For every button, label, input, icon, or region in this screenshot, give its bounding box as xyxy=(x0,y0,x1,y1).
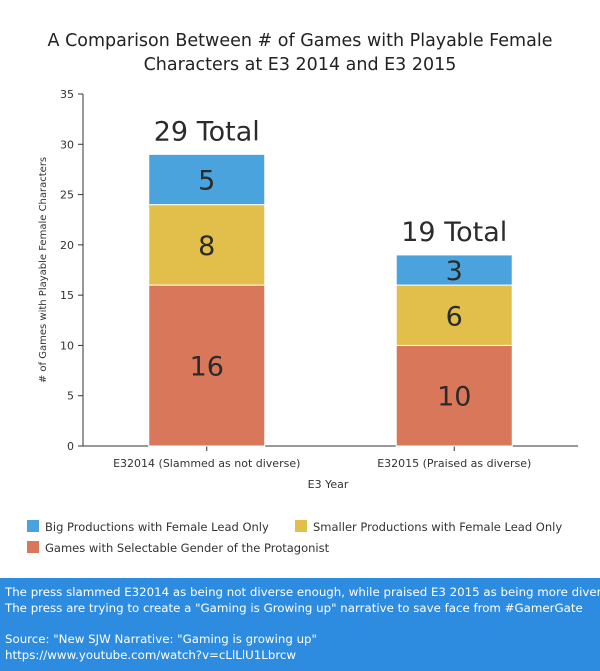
bar-value-label: 16 xyxy=(190,352,224,383)
bar-total-label: 19 Total xyxy=(401,217,507,248)
y-tick-label: 15 xyxy=(60,289,74,302)
legend-label: Smaller Productions with Female Lead Onl… xyxy=(313,520,562,534)
y-tick-label: 25 xyxy=(60,189,74,202)
legend-swatch xyxy=(295,520,307,532)
y-axis: 0 5 10 15 20 25 30 35 xyxy=(60,88,84,453)
x-axis-label: E3 Year xyxy=(308,478,349,491)
x-tick-label: E32014 (Slammed as not diverse) xyxy=(113,457,300,470)
source-line: Source: "New SJW Narrative: "Gaming is g… xyxy=(5,632,317,646)
caption-line-1: The press slammed E32014 as being not di… xyxy=(5,585,600,599)
chart-title: A Comparison Between # of Games with Pla… xyxy=(48,31,553,75)
stacked-bar-chart: A Comparison Between # of Games with Pla… xyxy=(27,31,578,555)
y-tick-label: 35 xyxy=(60,88,74,101)
chart-title-line-1: A Comparison Between # of Games with Pla… xyxy=(48,31,553,51)
bar-value-label: 6 xyxy=(446,301,463,332)
source-url: https://www.youtube.com/watch?v=cLlLlU1L… xyxy=(5,648,297,662)
x-tick-label: E32015 (Praised as diverse) xyxy=(377,457,531,470)
y-axis-label: # of Games with Playable Female Characte… xyxy=(38,157,49,383)
y-tick-label: 20 xyxy=(60,239,74,252)
y-tick-label: 10 xyxy=(60,339,74,352)
bar-value-label: 10 xyxy=(437,382,471,413)
x-axis: E32014 (Slammed as not diverse) E32015 (P… xyxy=(83,445,578,470)
bars: 16 8 5 29 Total 10 6 3 19 Total xyxy=(148,116,513,447)
bar-segment xyxy=(148,284,266,447)
legend-swatch xyxy=(27,541,39,553)
legend-swatch xyxy=(27,520,39,532)
bar-value-label: 3 xyxy=(446,256,463,287)
chart-title-line-2: Characters at E3 2014 and E3 2015 xyxy=(144,55,457,75)
bar-value-label: 8 xyxy=(198,231,215,262)
caption-box: The press slammed E32014 as being not di… xyxy=(0,578,600,671)
bar-segment xyxy=(395,284,513,346)
caption-line-2: The press are trying to create a "Gaming… xyxy=(5,601,583,615)
bar-total-label: 29 Total xyxy=(154,116,260,147)
legend: Big Productions with Female Lead Only Sma… xyxy=(27,520,562,555)
bar-segment xyxy=(395,254,513,286)
y-tick-label: 30 xyxy=(60,138,74,151)
bar-segment xyxy=(148,153,266,206)
bar-value-label: 5 xyxy=(198,165,215,196)
bar-segment xyxy=(148,204,266,286)
legend-label: Games with Selectable Gender of the Prot… xyxy=(45,541,330,555)
legend-label: Big Productions with Female Lead Only xyxy=(45,520,269,534)
y-tick-label: 0 xyxy=(67,440,74,453)
y-tick-label: 5 xyxy=(67,390,74,403)
